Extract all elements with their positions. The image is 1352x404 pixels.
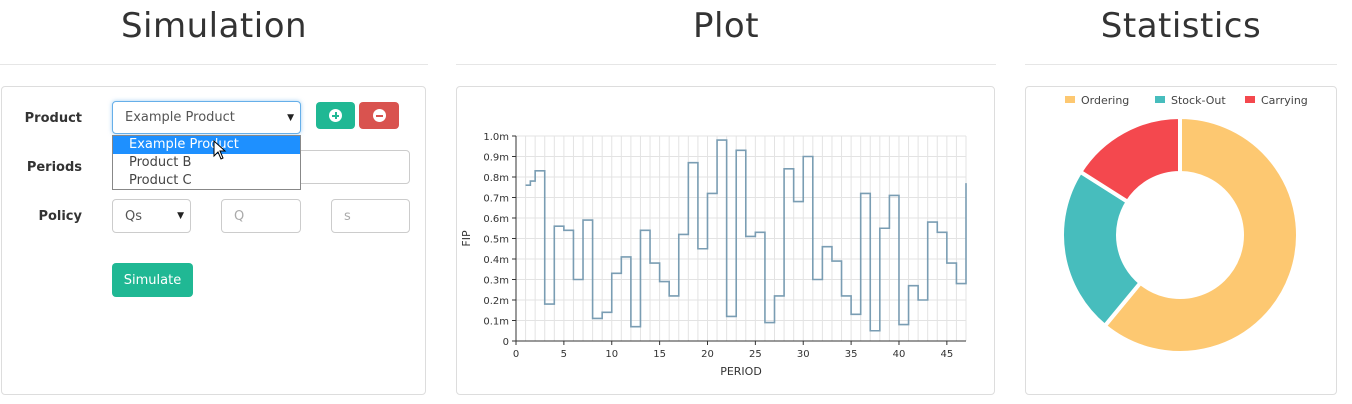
policy-label: Policy	[38, 209, 82, 224]
remove-product-button[interactable]	[359, 102, 399, 129]
divider	[1025, 64, 1337, 65]
legend-label[interactable]: Ordering	[1081, 94, 1129, 107]
periods-label: Periods	[26, 160, 82, 175]
s-input[interactable]: s	[331, 199, 410, 233]
x-tick-label: 45	[940, 349, 953, 360]
product-select[interactable]: Example Product ▼	[112, 101, 301, 134]
x-axis-label: PERIOD	[720, 365, 762, 378]
product-option[interactable]: Example Product	[113, 136, 300, 154]
x-tick-label: 25	[749, 349, 762, 360]
cost-donut-chart: Ordering Stock-Out Carrying	[1060, 94, 1308, 355]
product-option[interactable]: Product B	[129, 155, 192, 170]
x-tick-label: 20	[701, 349, 714, 360]
y-tick-label: 0.1m	[483, 317, 509, 328]
fip-step-chart: 0 0.1m 0.2m 0.3m 0.4m 0.5m 0.6m 0.7m 0.8m 0.9m 1.0…	[460, 132, 967, 378]
q-placeholder: Q	[234, 208, 245, 224]
mouse-cursor-icon	[213, 140, 227, 160]
y-tick-label: 0.2m	[483, 296, 509, 307]
statistics-title: Statistics	[1100, 6, 1262, 46]
legend-label[interactable]: Stock-Out	[1171, 94, 1226, 107]
fip-series-line	[525, 139, 967, 332]
legend-label[interactable]: Carrying	[1261, 94, 1308, 107]
simulation-title: Simulation	[120, 6, 308, 46]
legend-swatch	[1245, 96, 1255, 103]
x-tick-label: 35	[845, 349, 858, 360]
add-product-button[interactable]	[316, 102, 355, 129]
legend-swatch	[1155, 96, 1165, 103]
donut-slice[interactable]	[1060, 169, 1144, 329]
product-option[interactable]: Product C	[129, 173, 192, 188]
minus-circle-icon	[372, 109, 386, 122]
product-select-value: Example Product	[125, 110, 235, 125]
x-tick-label: 5	[561, 349, 567, 360]
y-tick-label: 0.5m	[483, 235, 509, 246]
y-tick-label: 0.3m	[483, 276, 509, 287]
divider	[0, 64, 428, 65]
y-axis-label: FIP	[460, 230, 473, 247]
y-tick-label: 0	[503, 337, 509, 348]
x-tick-label: 0	[513, 349, 519, 360]
y-tick-label: 0.9m	[483, 153, 509, 164]
product-label: Product	[24, 111, 82, 126]
policy-select-value: Qs	[125, 208, 143, 224]
x-tick-label: 15	[653, 349, 666, 360]
q-input[interactable]: Q	[221, 199, 301, 233]
chevron-down-icon: ▼	[177, 211, 184, 221]
y-tick-label: 0.4m	[483, 255, 509, 266]
x-tick-label: 30	[797, 349, 810, 360]
x-tick-label: 40	[893, 349, 906, 360]
plot-title: Plot	[692, 6, 760, 46]
legend-swatch	[1065, 96, 1075, 103]
chevron-down-icon: ▼	[287, 112, 294, 123]
y-tick-label: 1.0m	[483, 132, 509, 143]
y-tick-label: 0.6m	[483, 214, 509, 225]
plot-panel	[456, 86, 995, 395]
simulate-button[interactable]: Simulate	[112, 263, 193, 297]
donut-slice[interactable]	[1101, 114, 1300, 355]
divider	[456, 64, 996, 65]
product-dropdown-list: Example Product Product B Product C	[112, 135, 301, 190]
policy-select[interactable]: Qs ▼	[112, 199, 191, 233]
plus-circle-icon	[329, 109, 342, 122]
x-tick-label: 10	[605, 349, 618, 360]
y-tick-label: 0.8m	[483, 173, 509, 184]
donut-slice[interactable]	[1077, 114, 1182, 205]
s-placeholder: s	[344, 208, 351, 224]
y-tick-label: 0.7m	[483, 194, 509, 205]
